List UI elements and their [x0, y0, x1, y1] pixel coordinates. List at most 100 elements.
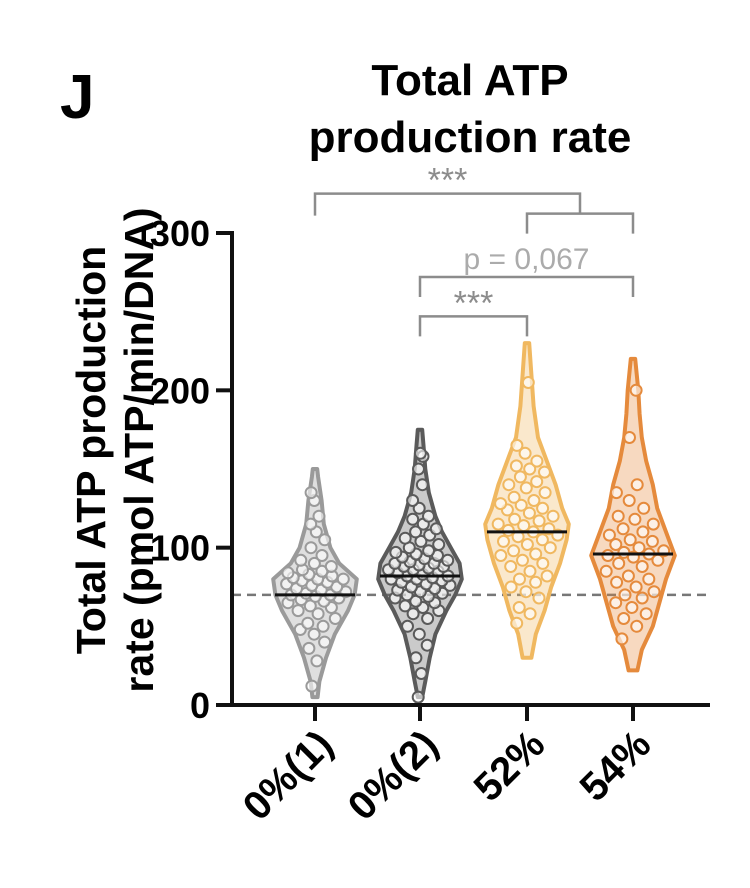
series-0-point — [312, 509, 326, 523]
series-1-point — [421, 612, 435, 625]
series-0-point — [310, 654, 324, 668]
series-2-point — [536, 556, 550, 570]
series-3-point — [623, 431, 636, 444]
series-3-point — [609, 538, 623, 551]
series-3-point — [617, 612, 631, 625]
series-2-point — [514, 498, 528, 512]
y-tick-label: 300 — [150, 213, 210, 254]
series-3-point — [630, 478, 644, 492]
series-3-point — [636, 525, 650, 539]
series-1-point — [420, 638, 434, 652]
series-2-point — [509, 459, 523, 473]
bracket-0-1-vs-52-54 — [313, 192, 582, 216]
series-1-point — [398, 531, 412, 545]
series-2-point — [520, 538, 534, 551]
series-3-point — [616, 522, 630, 536]
series-1-point — [411, 690, 425, 704]
series-2-point — [508, 512, 522, 526]
series-3-point — [625, 601, 639, 614]
chart-title-line-2: production rate — [309, 113, 632, 162]
series-2-point — [504, 580, 518, 594]
series-3-point — [610, 575, 624, 589]
series-2-point — [516, 553, 529, 567]
series-2-point — [504, 560, 518, 573]
y-tick-label: 0 — [190, 685, 210, 726]
series-0-point — [291, 604, 305, 618]
series-0-point — [301, 616, 315, 630]
series-1-point — [422, 509, 435, 523]
series-2-point — [538, 465, 551, 479]
series-1-point — [406, 494, 420, 507]
series-2-point — [491, 517, 505, 531]
y-axis-label-line-1: Total ATP production — [68, 246, 114, 654]
series-3-point — [621, 569, 635, 583]
x-tick-label: 0%(1) — [235, 722, 342, 829]
series-2-point — [519, 481, 533, 495]
series-2-point — [502, 478, 516, 492]
series-2-point — [494, 497, 508, 511]
series-2-point — [523, 607, 537, 621]
series-3-point — [639, 607, 653, 621]
series-2-point — [530, 454, 544, 468]
series-2-point — [538, 486, 552, 500]
series-1-point — [409, 651, 423, 665]
series-1-point — [432, 538, 446, 551]
x-tick-label: 52% — [466, 722, 554, 810]
series-3-point — [612, 556, 626, 570]
series-2-point — [529, 547, 543, 561]
series-2-point — [513, 470, 527, 484]
series-3-point — [642, 572, 656, 586]
series-2-point — [521, 376, 535, 389]
series-2-point — [527, 494, 541, 507]
series-1-point — [389, 545, 403, 559]
series-0-point — [316, 619, 330, 633]
series-2-point — [507, 544, 521, 558]
series-2-point — [494, 549, 508, 562]
series-2-point — [510, 438, 524, 452]
series-2-point — [512, 601, 526, 614]
series-0-point — [318, 635, 332, 649]
series-0-point — [302, 641, 316, 655]
series-2-point — [513, 572, 526, 586]
series-2-point — [501, 523, 515, 537]
series-3-point — [602, 528, 616, 542]
series-3-point — [628, 512, 642, 526]
series-3-point — [635, 591, 649, 605]
series-1-point — [409, 525, 423, 539]
series-1-point — [406, 512, 420, 526]
series-1-point — [414, 534, 428, 548]
series-3-point — [635, 560, 649, 573]
series-1-point — [412, 462, 425, 476]
series-3-point — [630, 619, 644, 633]
chart-title-line-1: Total ATP — [371, 56, 568, 105]
series-3-point — [637, 501, 651, 515]
series-2-point — [519, 585, 533, 599]
series-1-point — [406, 607, 420, 621]
series-2-point — [536, 501, 550, 515]
y-tick-label: 100 — [150, 528, 210, 569]
y-tick-label: 200 — [150, 370, 210, 411]
p-value-label: p = 0,067 — [464, 243, 590, 276]
series-1-point — [429, 522, 443, 536]
series-3-point — [609, 596, 623, 610]
series-3-point — [645, 534, 659, 548]
series-1-point — [422, 544, 436, 558]
series-0-point — [294, 553, 308, 567]
series-0-point — [304, 517, 318, 531]
series-3-point — [623, 533, 637, 547]
series-3-point — [629, 383, 643, 397]
series-3-point — [601, 549, 615, 562]
series-0-point — [307, 627, 321, 641]
series-2-point — [532, 514, 546, 528]
series-2-point — [540, 569, 554, 583]
series-2-point — [523, 462, 537, 476]
series-2-point — [535, 533, 549, 547]
series-0-point — [328, 612, 342, 625]
series-1-point — [401, 619, 414, 633]
series-3-point — [609, 486, 623, 500]
series-0-point — [315, 549, 329, 562]
x-tick-label: 54% — [572, 722, 660, 810]
series-2-point — [523, 564, 537, 578]
series-2-point — [497, 534, 510, 548]
